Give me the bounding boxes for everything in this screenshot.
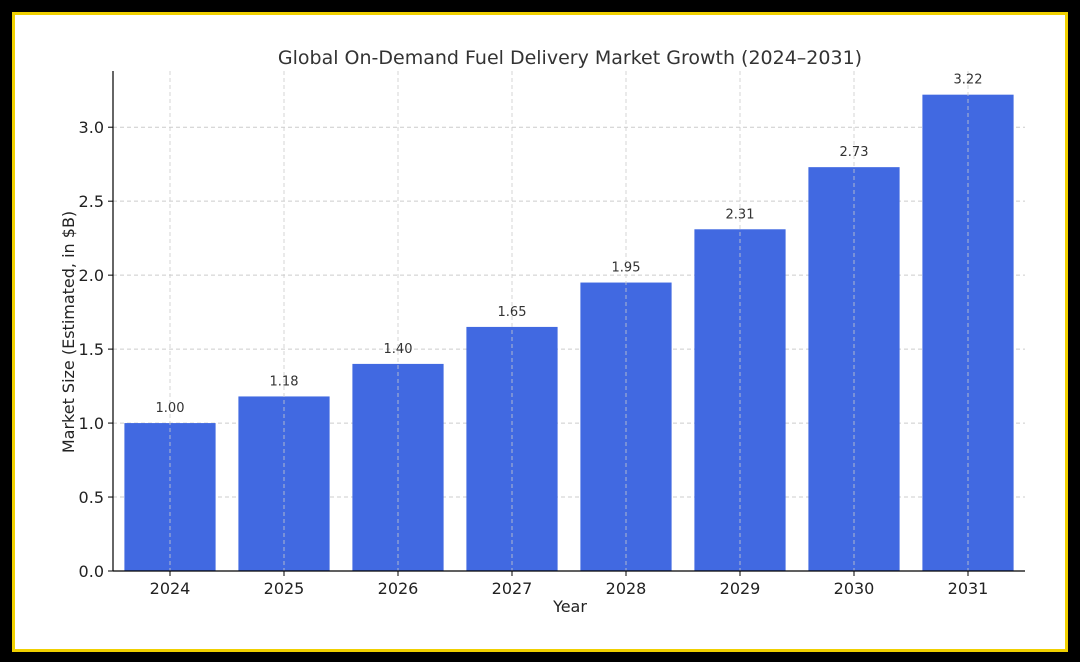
vertical-grid bbox=[169, 71, 969, 571]
y-tick-label: 2.5 bbox=[79, 192, 104, 211]
data-label-2031: 3.22 bbox=[954, 73, 983, 88]
y-axis-title: Market Size (Estimated, in $B) bbox=[59, 211, 78, 453]
data-labels: 1.00 1.18 1.40 1.65 1.95 2.31 2.73 3.22 bbox=[156, 73, 983, 416]
y-tick-label: 2.0 bbox=[79, 266, 104, 285]
x-tick-label: 2025 bbox=[264, 579, 305, 598]
x-tick-label: 2024 bbox=[150, 579, 191, 598]
bars bbox=[124, 94, 1014, 571]
data-label-2030: 2.73 bbox=[840, 145, 869, 160]
y-tick-label: 0.0 bbox=[79, 562, 104, 581]
bar-2024 bbox=[124, 423, 216, 571]
data-label-2028: 1.95 bbox=[612, 261, 641, 276]
x-tick-label: 2031 bbox=[948, 579, 989, 598]
data-label-2024: 1.00 bbox=[156, 401, 185, 416]
bar-chart: Global On-Demand Fuel Delivery Market Gr… bbox=[59, 47, 1025, 616]
data-label-2029: 2.31 bbox=[726, 207, 755, 222]
x-tick-label: 2030 bbox=[834, 579, 875, 598]
chart-title: Global On-Demand Fuel Delivery Market Gr… bbox=[278, 47, 862, 69]
x-tick-label: 2028 bbox=[606, 579, 647, 598]
axes: 0.0 0.5 1.0 1.5 2.0 2.5 3.0 2024 2025 2026 2027 202… bbox=[79, 71, 1025, 598]
y-tick-label: 3.0 bbox=[79, 118, 104, 137]
data-label-2026: 1.40 bbox=[384, 342, 413, 357]
data-label-2027: 1.65 bbox=[498, 305, 527, 320]
y-tick-label: 1.0 bbox=[79, 414, 104, 433]
x-tick-label: 2026 bbox=[378, 579, 419, 598]
y-tick-label: 1.5 bbox=[79, 340, 104, 359]
x-tick-label: 2027 bbox=[492, 579, 533, 598]
x-axis-title: Year bbox=[552, 597, 587, 616]
data-label-2025: 1.18 bbox=[270, 374, 299, 389]
x-tick-label: 2029 bbox=[720, 579, 761, 598]
chart-frame: Global On-Demand Fuel Delivery Market Gr… bbox=[12, 12, 1068, 652]
y-tick-label: 0.5 bbox=[79, 488, 104, 507]
